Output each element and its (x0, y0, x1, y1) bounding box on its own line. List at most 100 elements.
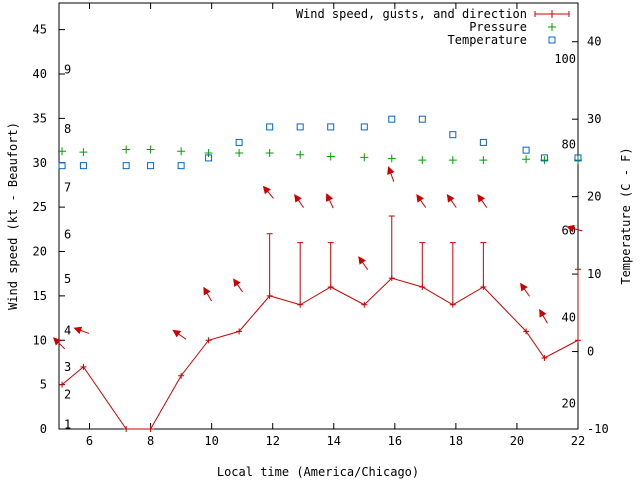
wind-direction-arrow (387, 166, 395, 182)
y2-tick-label: 40 (587, 35, 601, 49)
wind-speed-point (523, 328, 530, 335)
wind-speed-point (178, 372, 185, 379)
arrow-head (566, 224, 575, 233)
pressure-point (387, 154, 396, 163)
y2-tick-label: 20 (587, 190, 601, 204)
y2-axis-label: Temperature (C - F) (619, 147, 633, 284)
pressure-point (58, 147, 67, 156)
x-tick-label: 6 (86, 434, 93, 448)
wind-direction-arrow (172, 329, 187, 340)
pressure-point (122, 145, 131, 154)
wind-speed-point (266, 292, 273, 299)
wind-speed-point (388, 275, 395, 282)
wind-direction-arrow (326, 193, 334, 209)
fahrenheit-tick-label: 40 (562, 310, 576, 324)
temperature-point (122, 162, 130, 170)
wind-direction-arrow (233, 278, 243, 293)
temperature-point (574, 154, 582, 162)
arrow-head (477, 194, 485, 203)
wind-speed-point (419, 284, 426, 290)
temperature-point (235, 138, 243, 146)
arrow-head (233, 278, 241, 287)
wind-direction-arrow (566, 224, 583, 233)
temperature-point (177, 162, 185, 170)
legend-temperature-marker (548, 36, 556, 44)
beaufort-tick-label: 3 (64, 360, 71, 374)
wind-speed-point (575, 337, 581, 344)
wind-speed-point (59, 381, 66, 388)
arrow-head (294, 194, 302, 203)
wind-speed-point (297, 301, 304, 308)
y2-tick-label: 10 (587, 267, 601, 281)
pressure-point (235, 148, 244, 157)
temperature-point (205, 154, 213, 162)
wind-direction-arrow (53, 337, 66, 350)
wind-speed-point (80, 363, 87, 370)
pressure-point (265, 148, 274, 157)
pressure-point (204, 148, 213, 157)
temperature-point (449, 131, 457, 139)
arrow-head (172, 329, 182, 338)
arrow-head (387, 166, 395, 175)
ticks-layer: 6 8 10 12 14 16 18 20 22051015202530354045-10010… (33, 3, 609, 448)
wind-speed-point (480, 284, 487, 290)
legend-wind-label: Wind speed, gusts, and direction (296, 7, 527, 21)
wind-direction-arrow (416, 194, 427, 208)
wind-direction-arrow (203, 286, 213, 302)
arrow-head (358, 256, 366, 265)
temperature-point (418, 115, 426, 123)
gust-layer (266, 215, 581, 341)
x-tick-label: 14 (327, 434, 341, 448)
pressure-point (522, 155, 531, 164)
y-tick-label: 5 (40, 378, 47, 392)
fahrenheit-tick-label: 20 (562, 396, 576, 410)
wind-direction-arrow (477, 194, 488, 208)
x-tick-label: 20 (510, 434, 524, 448)
legend-temperature-label: Temperature (448, 33, 527, 47)
wind-direction-arrow (262, 185, 274, 199)
pressure-point (448, 156, 457, 165)
fahrenheit-tick-label: 80 (562, 138, 576, 152)
wind-speed-point (123, 426, 130, 432)
arrow-head (326, 193, 334, 202)
wind-direction-arrow (73, 326, 90, 335)
legend-pressure-label: Pressure (469, 20, 527, 34)
temperature-point (58, 162, 66, 170)
y2-tick-label: 0 (587, 345, 594, 359)
wind-speed-point (449, 301, 456, 308)
wind-direction-arrow (539, 308, 548, 324)
temperature-point (540, 154, 548, 162)
y-tick-label: 35 (33, 111, 47, 125)
y-tick-label: 45 (33, 23, 47, 37)
x-tick-label: 16 (388, 434, 402, 448)
direction-arrows (53, 166, 583, 350)
wind-speed-point (327, 284, 334, 290)
legend-samples (534, 10, 570, 44)
pressure-point (79, 148, 88, 157)
x-tick-label: 22 (571, 434, 585, 448)
wind-speed-point (147, 426, 154, 432)
wind-direction-arrow (446, 194, 457, 208)
plot-frame (58, 2, 579, 430)
pressure-point (360, 153, 369, 162)
y-tick-label: 25 (33, 200, 47, 214)
wind-direction-arrow (294, 194, 305, 208)
temperature-point (147, 162, 155, 170)
arrow-head (539, 308, 547, 318)
pressure-point (418, 156, 427, 165)
wind-speed-line (61, 277, 579, 430)
beaufort-tick-label: 4 (64, 323, 71, 337)
x-axis-label: Local time (America/Chicago) (217, 465, 419, 479)
beaufort-tick-label: 6 (64, 228, 71, 242)
y-tick-label: 20 (33, 245, 47, 259)
x-tick-label: 8 (147, 434, 154, 448)
temperature-point (479, 138, 487, 146)
wind-speed-point (541, 355, 548, 361)
y-tick-label: 15 (33, 289, 47, 303)
x-tick-label: 12 (265, 434, 279, 448)
y-tick-label: 10 (33, 333, 47, 347)
y-tick-label: 30 (33, 156, 47, 170)
wind-speed-point (236, 328, 243, 335)
arrow-head (203, 286, 211, 296)
